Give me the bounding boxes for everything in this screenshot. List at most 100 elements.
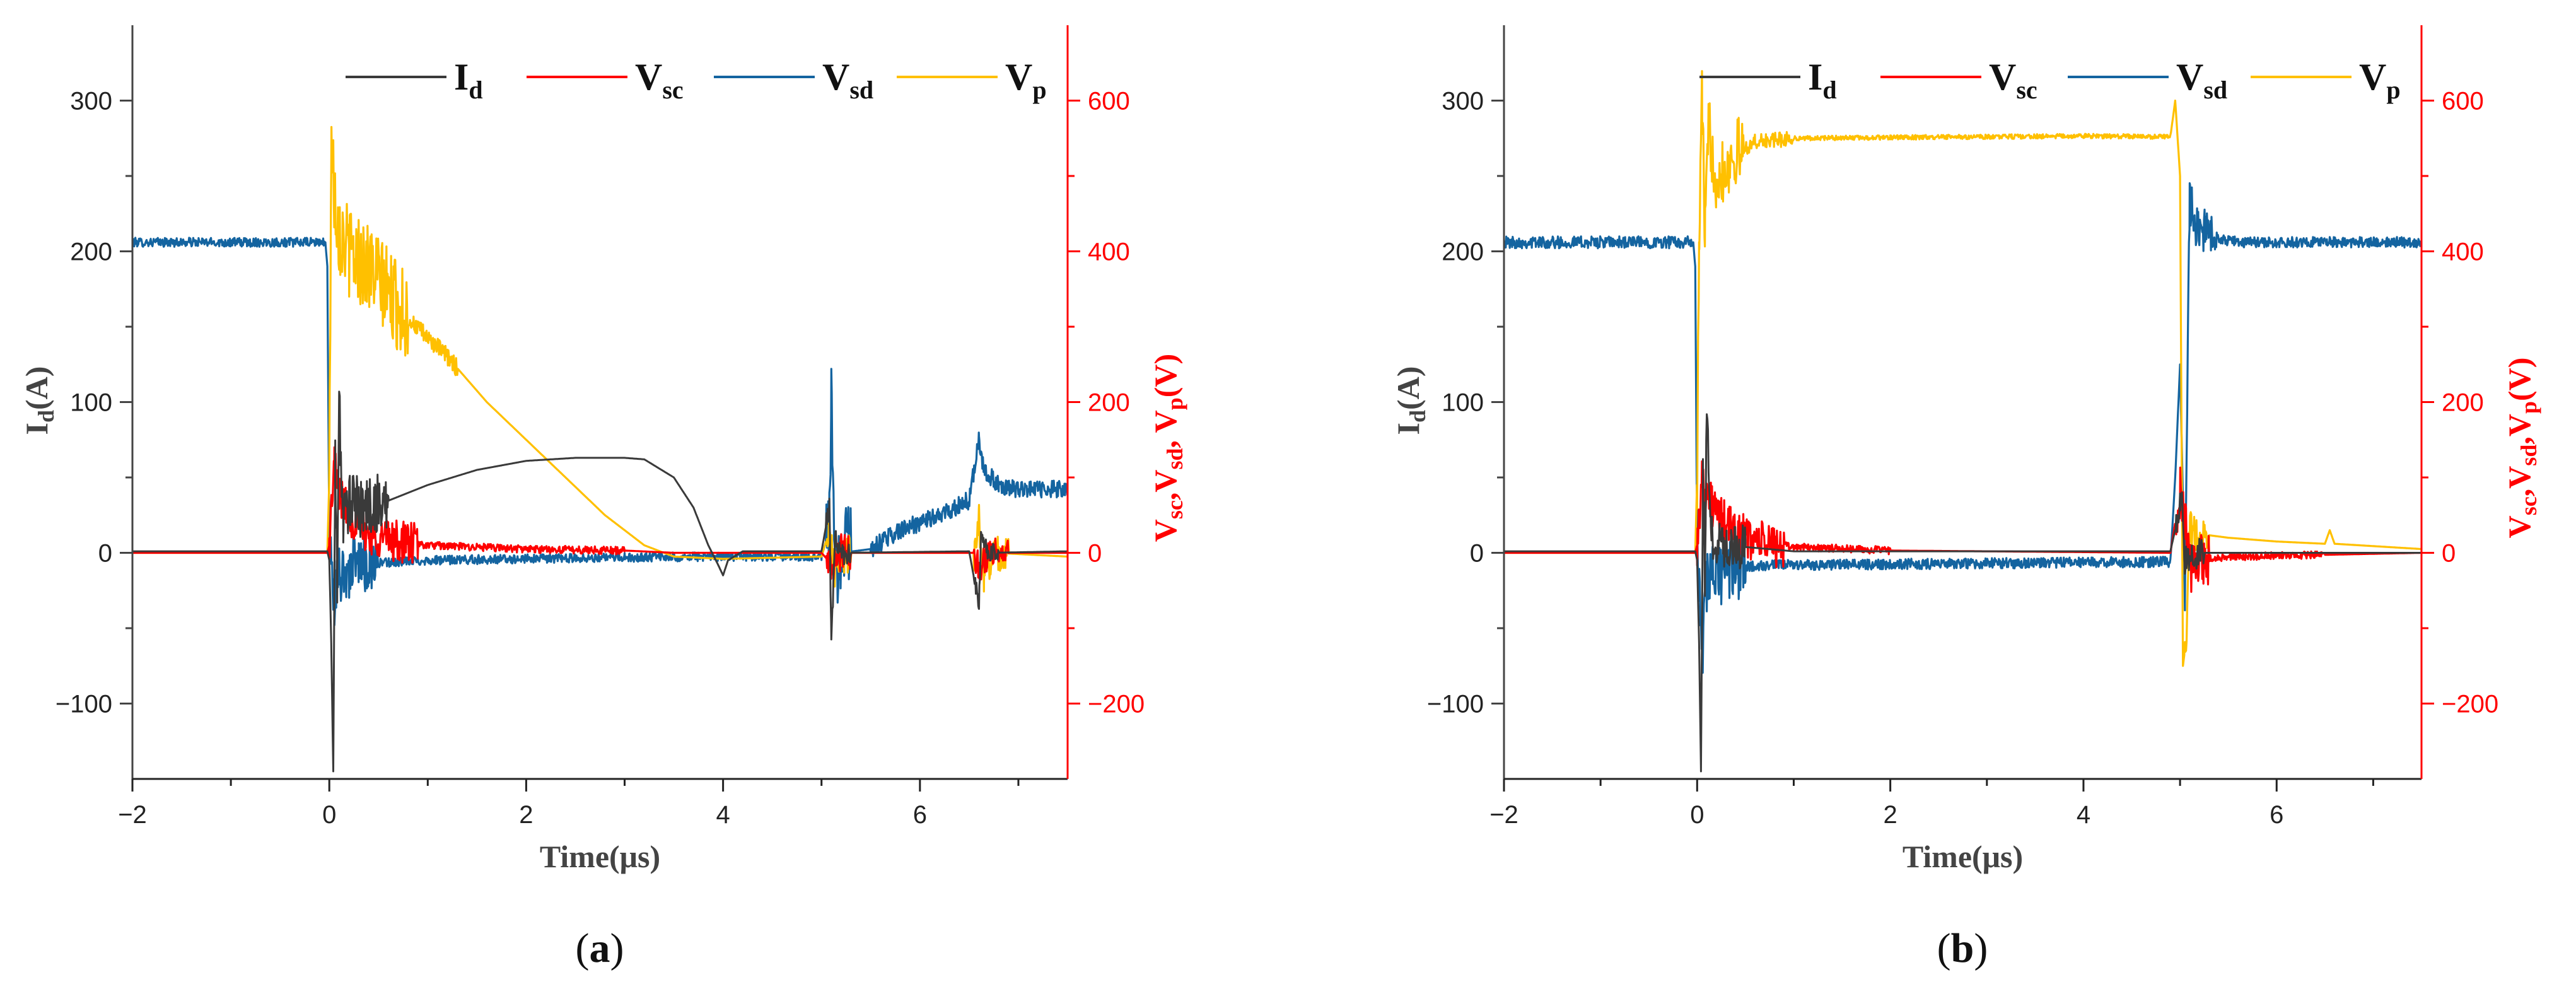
legend-label-main: V xyxy=(2176,56,2203,98)
legend-label-main: V xyxy=(2359,56,2386,98)
y2-tick-label: 200 xyxy=(2442,389,2484,417)
y-tick-label: 300 xyxy=(70,88,112,115)
y-axis-title-sub: d xyxy=(33,410,59,423)
y2-axis-title-part: V xyxy=(2502,515,2537,538)
series-line-Vsc xyxy=(1504,460,2422,593)
y-tick-label: 0 xyxy=(98,540,112,568)
y2-tick-label: 400 xyxy=(1088,238,1130,266)
y2-tick-label: 0 xyxy=(1088,540,1102,568)
x-tick-label: 6 xyxy=(2270,801,2283,829)
legend-item-Vsd: Vsd xyxy=(714,56,873,104)
legend-label-sub: sc xyxy=(2016,76,2037,104)
y2-axis-title-sub: sc xyxy=(2516,496,2541,515)
x-tick-label: 4 xyxy=(716,801,730,829)
caption-close: ) xyxy=(1974,925,1988,971)
y2-axis-title-sub: p xyxy=(1162,397,1187,410)
legend-label-sub: sc xyxy=(662,76,683,104)
y2-axis-title-part: (V) xyxy=(1148,354,1183,397)
legend-label-main: I xyxy=(454,56,469,98)
y2-axis-title: Vsc,Vsd,Vp(V) xyxy=(2502,358,2541,539)
y-tick-label: 200 xyxy=(70,238,112,266)
series-group xyxy=(132,126,1068,773)
y2-axis-title-part: ,V xyxy=(1148,469,1183,500)
y2-axis-title-part: (V) xyxy=(2502,358,2537,401)
legend: Id Vsc Vsd Vp xyxy=(346,56,1047,104)
y-tick-label: 100 xyxy=(1442,389,1484,417)
legend-label-Vsc: Vsc xyxy=(1989,56,2037,104)
y2-axis-title-sub: sc xyxy=(1162,500,1187,519)
y-axis-title-sub: d xyxy=(1405,410,1430,423)
series-line-Id xyxy=(1504,413,2422,773)
panel-a: −2 0 2 4 6 −100 0 100 200 300 −200 0 200 400 600 Time(μ… xyxy=(19,25,1187,971)
caption-close: ) xyxy=(610,925,624,971)
y-tick-label: −100 xyxy=(55,691,112,718)
y2-axis-title-sub: sd xyxy=(1162,448,1187,469)
y2-axis-title-part: , V xyxy=(1148,410,1183,448)
series-line-Vsd xyxy=(132,237,1068,626)
legend-label-Vsd: Vsd xyxy=(2176,56,2227,104)
x-tick-label: 2 xyxy=(1884,801,1897,829)
y2-axis-title-sub: sd xyxy=(2516,445,2541,466)
legend-label-main: V xyxy=(1005,56,1032,98)
y2-tick-label: 600 xyxy=(1088,88,1130,115)
legend-label-sub: sd xyxy=(2203,76,2227,104)
legend-label-Vsc: Vsc xyxy=(635,56,684,104)
caption-letter: a xyxy=(590,925,610,971)
legend-item-Id: Id xyxy=(1699,56,1837,104)
legend-label-sub: p xyxy=(1032,76,1046,104)
legend-label-main: V xyxy=(822,56,849,98)
x-tick-label: −2 xyxy=(1489,801,1518,829)
y2-tick-label: 0 xyxy=(2442,540,2456,568)
y-axis-title-rest: (A) xyxy=(19,366,54,410)
panel-caption: (b) xyxy=(1937,925,1988,971)
y-tick-label: 300 xyxy=(1442,88,1484,115)
series-group xyxy=(1504,70,2422,773)
legend-label-main: I xyxy=(1808,56,1822,98)
caption-open: ( xyxy=(576,925,590,971)
y-tick-label: 100 xyxy=(70,389,112,417)
x-tick-label: 2 xyxy=(519,801,533,829)
legend-label-main: V xyxy=(1989,56,2016,98)
series-line-Vp xyxy=(1504,70,2422,667)
x-tick-label: 0 xyxy=(322,801,336,829)
y2-axis-title: Vsc,Vsd, Vp(V) xyxy=(1148,354,1187,542)
legend-label-Vp: Vp xyxy=(1005,56,1047,104)
y-tick-label: 0 xyxy=(1470,540,1484,568)
y2-tick-label: 600 xyxy=(2442,88,2484,115)
legend-label-sub: d xyxy=(1822,76,1836,104)
panel-b: −2 0 2 4 6 −100 0 100 200 300 −200 0 200 400 600 Time(μ… xyxy=(1390,25,2541,971)
legend-item-Vp: Vp xyxy=(897,56,1047,104)
legend-item-Vsd: Vsd xyxy=(2068,56,2227,104)
x-axis-title: Time(μs) xyxy=(1903,839,2023,874)
y-tick-label: −100 xyxy=(1427,691,1484,718)
x-tick-label: 4 xyxy=(2077,801,2090,829)
x-axis-title: Time(μs) xyxy=(540,839,660,874)
series-line-Id xyxy=(132,390,1068,773)
y2-axis-title-sub: p xyxy=(2516,401,2541,414)
y-tick-label: 200 xyxy=(1442,238,1484,266)
y2-axis-title-part: ,V xyxy=(2502,414,2537,445)
legend-item-Vsc: Vsc xyxy=(527,56,684,104)
y2-axis-title-part: V xyxy=(1148,519,1183,542)
caption-letter: b xyxy=(1951,925,1974,971)
legend-item-Id: Id xyxy=(346,56,483,104)
y-axis-title-rest: (A) xyxy=(1390,366,1426,410)
legend-item-Vp: Vp xyxy=(2251,56,2401,104)
y-axis-title-main: I xyxy=(1390,423,1426,435)
y2-tick-label: −200 xyxy=(1088,691,1145,718)
series-line-Vsd xyxy=(1504,182,2422,674)
caption-open: ( xyxy=(1937,925,1951,971)
legend-label-main: V xyxy=(635,56,662,98)
legend-label-sub: p xyxy=(2386,76,2400,104)
y2-tick-label: 200 xyxy=(1088,389,1130,417)
legend-label-Vp: Vp xyxy=(2359,56,2401,104)
y-axis-title-main: I xyxy=(19,423,54,435)
x-tick-label: −2 xyxy=(118,801,147,829)
panel-caption: (a) xyxy=(576,925,624,971)
y-axis-title: Id(A) xyxy=(19,366,59,435)
legend-label-Id: Id xyxy=(454,56,483,104)
y2-tick-label: −200 xyxy=(2442,691,2498,718)
legend-label-Vsd: Vsd xyxy=(822,56,873,104)
legend: Id Vsc Vsd Vp xyxy=(1699,56,2401,104)
